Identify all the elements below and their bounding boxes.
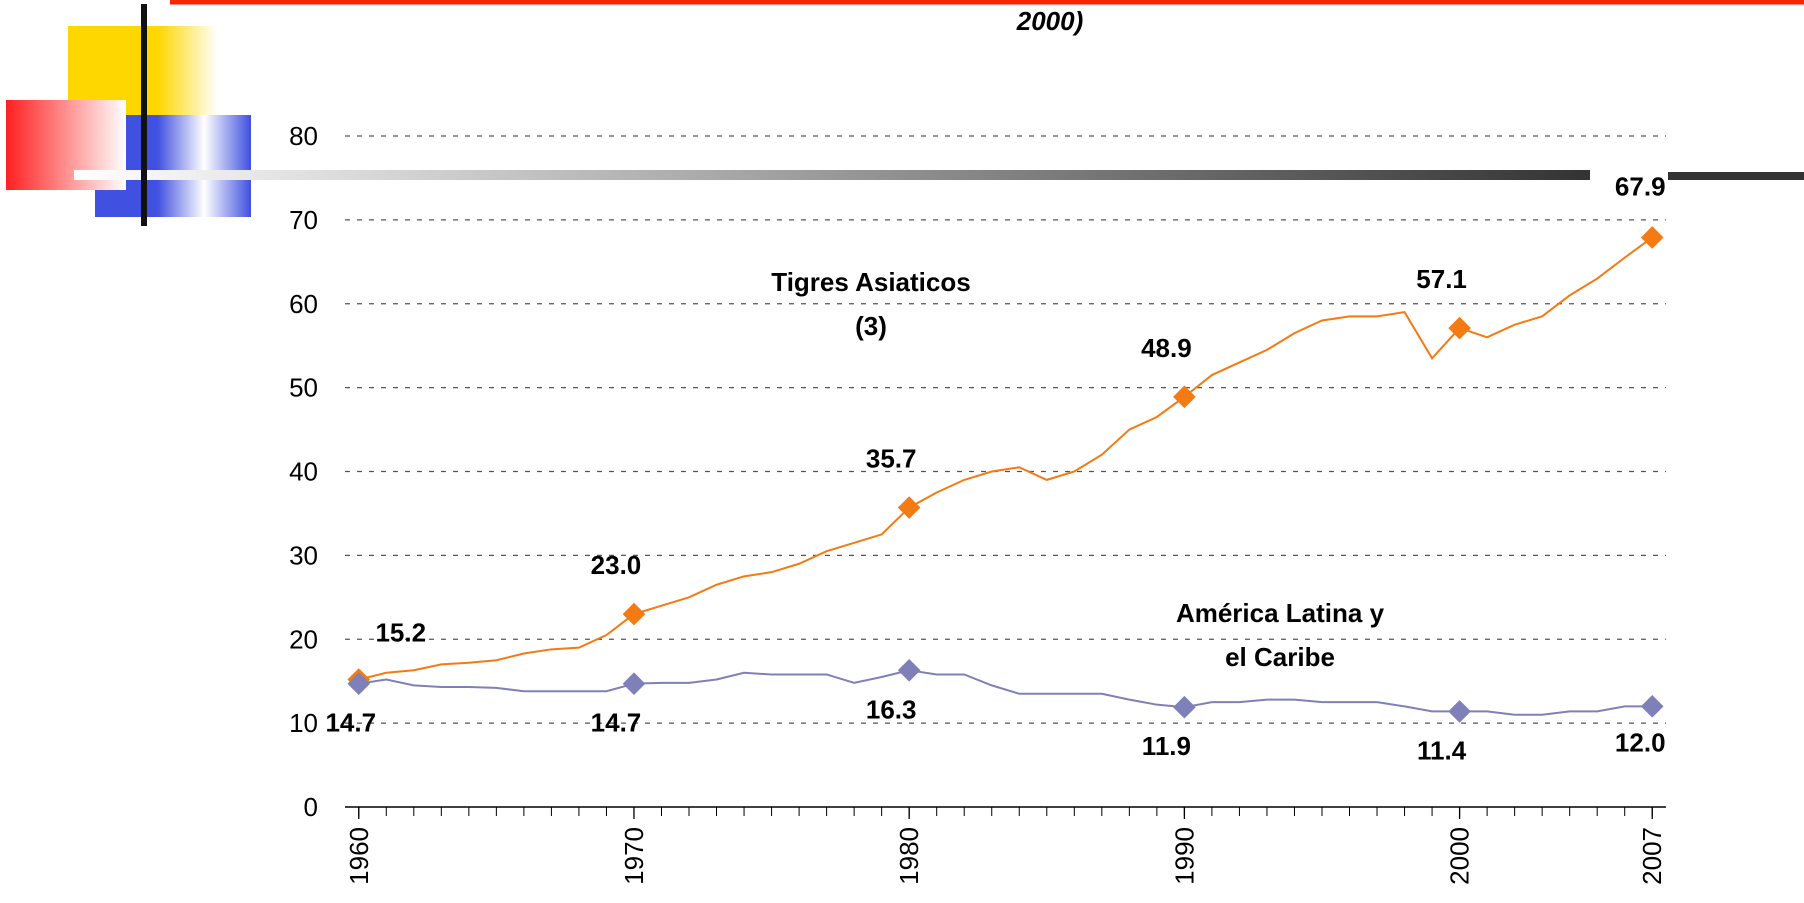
y-tick-label: 50 xyxy=(289,373,318,403)
chart-title: 2000) xyxy=(1016,6,1084,36)
y-tick-label: 20 xyxy=(289,624,318,654)
x-tick-label: 2000 xyxy=(1445,827,1475,885)
marker xyxy=(1641,226,1664,249)
decoration xyxy=(6,2,1804,226)
x-tick-label: 1960 xyxy=(344,827,374,885)
data-label: 14.7 xyxy=(591,708,642,738)
data-label: 11.4 xyxy=(1417,735,1467,765)
chart: 2000) 0 10 20 30 40 50 60 70 80 1960 1970 1980 1990 2… xyxy=(0,0,1804,903)
x-tick-label: 2007 xyxy=(1637,827,1667,885)
y-tick-label: 30 xyxy=(289,540,318,570)
marker xyxy=(1173,386,1196,409)
y-tick-label: 40 xyxy=(289,457,318,487)
y-tick-label: 10 xyxy=(289,708,318,738)
y-tick-label: 80 xyxy=(289,121,318,151)
y-tick-label: 70 xyxy=(289,205,318,235)
marker xyxy=(1641,695,1664,718)
marker xyxy=(623,603,646,626)
y-tick-label: 0 xyxy=(304,792,318,822)
data-label: 15.2 xyxy=(375,618,426,648)
series-name-note: el Caribe xyxy=(1225,642,1335,672)
y-tick-label: 60 xyxy=(289,289,318,319)
data-label: 48.9 xyxy=(1141,333,1192,363)
data-label: 67.9 xyxy=(1615,171,1666,201)
marker xyxy=(1448,700,1471,723)
data-label: 12.0 xyxy=(1615,727,1666,757)
data-label: 16.3 xyxy=(866,694,917,724)
marker xyxy=(898,659,921,682)
marker xyxy=(1173,696,1196,719)
series-name-note: (3) xyxy=(855,311,887,341)
data-label: 14.7 xyxy=(325,708,376,738)
marker xyxy=(623,672,646,695)
x-tick-label: 1980 xyxy=(894,827,924,885)
data-label: 23.0 xyxy=(591,550,642,580)
marker xyxy=(347,672,370,695)
series-name: América Latina y xyxy=(1176,598,1385,628)
data-label: 11.9 xyxy=(1142,731,1191,761)
data-label: 35.7 xyxy=(866,444,917,474)
series-name: Tigres Asiaticos xyxy=(771,267,970,297)
data-label: 57.1 xyxy=(1416,264,1467,294)
x-tick-label: 1970 xyxy=(619,827,649,885)
x-tick-label: 1990 xyxy=(1169,827,1199,885)
